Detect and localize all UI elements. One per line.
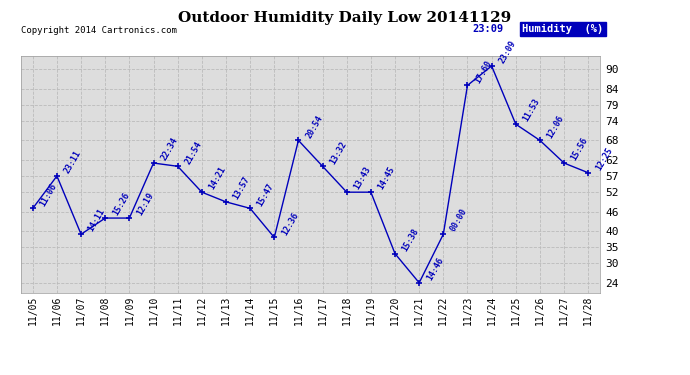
Text: 11:06: 11:06 — [39, 182, 59, 208]
Text: 11:53: 11:53 — [522, 97, 542, 123]
Text: 23:09: 23:09 — [497, 39, 518, 65]
Text: 14:46: 14:46 — [425, 256, 445, 282]
Text: 12:25: 12:25 — [594, 146, 614, 172]
Text: Humidity  (%): Humidity (%) — [522, 24, 604, 34]
Text: 13:32: 13:32 — [328, 140, 348, 165]
Text: 22:34: 22:34 — [159, 136, 179, 162]
Text: 12:06: 12:06 — [546, 114, 566, 140]
Text: 15:56: 15:56 — [570, 136, 590, 162]
Text: 15:26: 15:26 — [111, 191, 131, 217]
Text: 21:54: 21:54 — [184, 140, 204, 165]
Text: 23:11: 23:11 — [63, 149, 83, 175]
Text: 14:11: 14:11 — [87, 207, 107, 234]
Text: 20:54: 20:54 — [304, 114, 324, 140]
Text: Outdoor Humidity Daily Low 20141129: Outdoor Humidity Daily Low 20141129 — [179, 11, 511, 25]
Text: 23:09: 23:09 — [473, 24, 504, 34]
Text: Copyright 2014 Cartronics.com: Copyright 2014 Cartronics.com — [21, 26, 177, 35]
Text: 00:00: 00:00 — [449, 207, 469, 234]
Text: 13:57: 13:57 — [232, 175, 252, 201]
Text: 15:47: 15:47 — [256, 182, 276, 208]
Text: 13:43: 13:43 — [353, 165, 373, 191]
Text: 12:19: 12:19 — [135, 191, 155, 217]
Text: 17:60: 17:60 — [473, 58, 493, 85]
Text: 14:21: 14:21 — [208, 165, 228, 191]
Text: 15:38: 15:38 — [401, 227, 421, 253]
Text: 12:36: 12:36 — [280, 210, 300, 237]
Text: 14:45: 14:45 — [377, 165, 397, 191]
